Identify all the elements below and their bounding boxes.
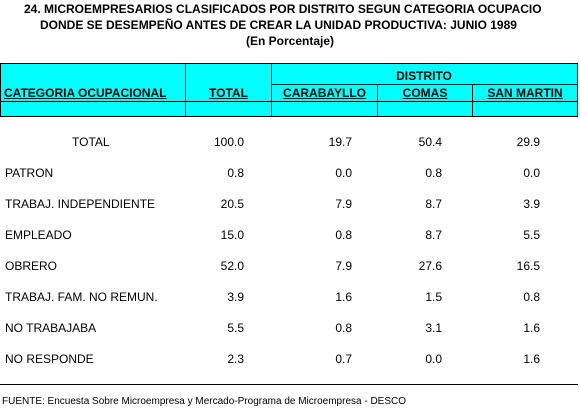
cell-san-martin: 0.8 — [523, 290, 540, 304]
title-line-3: (En Porcentaje) — [245, 34, 335, 48]
header-divider-2 — [271, 63, 272, 117]
cell-total: 2.3 — [227, 352, 244, 366]
cell-san-martin: 1.6 — [523, 321, 540, 335]
cell-carabayllo: 0.8 — [335, 228, 352, 242]
row-label: PATRON — [5, 166, 54, 180]
cell-san-martin: 3.9 — [523, 197, 540, 211]
cell-comas: 0.0 — [425, 352, 442, 366]
table-row: OBRERO 52.0 7.9 27.6 16.5 — [0, 258, 580, 274]
cell-san-martin: 5.5 — [523, 228, 540, 242]
header-divider-4 — [472, 84, 473, 117]
cell-carabayllo: 7.9 — [335, 197, 352, 211]
row-label: TOTAL — [72, 135, 110, 149]
cell-comas: 3.1 — [425, 321, 442, 335]
title-line-2: DONDE SE DESEMPEÑO ANTES DE CREAR LA UNI… — [40, 18, 517, 32]
header-total: TOTAL — [209, 86, 248, 100]
cell-san-martin: 29.9 — [516, 135, 540, 149]
cell-total: 15.0 — [220, 228, 244, 242]
table-row: TRABAJ. INDEPENDIENTE 20.5 7.9 8.7 3.9 — [0, 196, 580, 212]
cell-san-martin: 1.6 — [523, 352, 540, 366]
cell-carabayllo: 1.6 — [335, 290, 352, 304]
cell-comas: 0.8 — [425, 166, 442, 180]
table-row: EMPLEADO 15.0 0.8 8.7 5.5 — [0, 227, 580, 243]
cell-comas: 50.4 — [418, 135, 442, 149]
title-line-1: 24. MICROEMPRESARIOS CLASIFICADOS POR DI… — [24, 2, 542, 16]
table-row: PATRON 0.8 0.0 0.8 0.0 — [0, 165, 580, 181]
cell-total: 0.8 — [227, 166, 244, 180]
table-bottom-border — [0, 384, 578, 385]
cell-san-martin: 0.0 — [523, 166, 540, 180]
header-top-border — [0, 63, 578, 64]
cell-comas: 8.7 — [425, 197, 442, 211]
cell-carabayllo: 0.0 — [335, 166, 352, 180]
row-label: NO TRABAJABA — [5, 321, 97, 335]
header-distrito: DISTRITO — [396, 69, 452, 83]
cell-carabayllo: 0.7 — [335, 352, 352, 366]
table-row: NO TRABAJABA 5.5 0.8 3.1 1.6 — [0, 320, 580, 336]
header-mid-border — [0, 101, 578, 102]
header-san-martin: SAN MARTIN — [487, 86, 563, 100]
header-right-border — [577, 63, 578, 117]
header-divider-1 — [185, 63, 186, 117]
cell-total: 3.9 — [227, 290, 244, 304]
row-label: OBRERO — [5, 259, 58, 273]
cell-comas: 27.6 — [418, 259, 442, 273]
header-categoria: CATEGORIA OCUPACIONAL — [4, 86, 167, 100]
header-bottom-border — [0, 116, 578, 117]
distrito-border — [271, 84, 578, 85]
header-comas: COMAS — [402, 86, 448, 100]
header-carabayllo: CARABAYLLO — [283, 86, 366, 100]
cell-carabayllo: 7.9 — [335, 259, 352, 273]
table-row: NO RESPONDE 2.3 0.7 0.0 1.6 — [0, 351, 580, 367]
source-footnote: FUENTE: Encuesta Sobre Microempresa y Me… — [2, 396, 407, 407]
cell-san-martin: 16.5 — [516, 259, 540, 273]
row-label: NO RESPONDE — [5, 352, 94, 366]
header-left-border — [0, 63, 1, 117]
cell-total: 20.5 — [220, 197, 244, 211]
cell-total: 5.5 — [227, 321, 244, 335]
table-row: TRABAJ. FAM. NO REMUN. 3.9 1.6 1.5 0.8 — [0, 289, 580, 305]
cell-comas: 8.7 — [425, 228, 442, 242]
cell-carabayllo: 0.8 — [335, 321, 352, 335]
cell-carabayllo: 19.7 — [328, 135, 352, 149]
row-label: TRABAJ. INDEPENDIENTE — [5, 197, 156, 211]
table-row: TOTAL 100.0 19.7 50.4 29.9 — [0, 134, 580, 150]
table-header: DISTRITO CATEGORIA OCUPACIONAL TOTAL CAR… — [0, 63, 578, 117]
row-label: TRABAJ. FAM. NO REMUN. — [5, 290, 158, 304]
header-divider-3 — [377, 84, 378, 117]
row-label: EMPLEADO — [5, 228, 72, 242]
cell-comas: 1.5 — [425, 290, 442, 304]
cell-total: 100.0 — [213, 135, 244, 149]
cell-total: 52.0 — [220, 259, 244, 273]
